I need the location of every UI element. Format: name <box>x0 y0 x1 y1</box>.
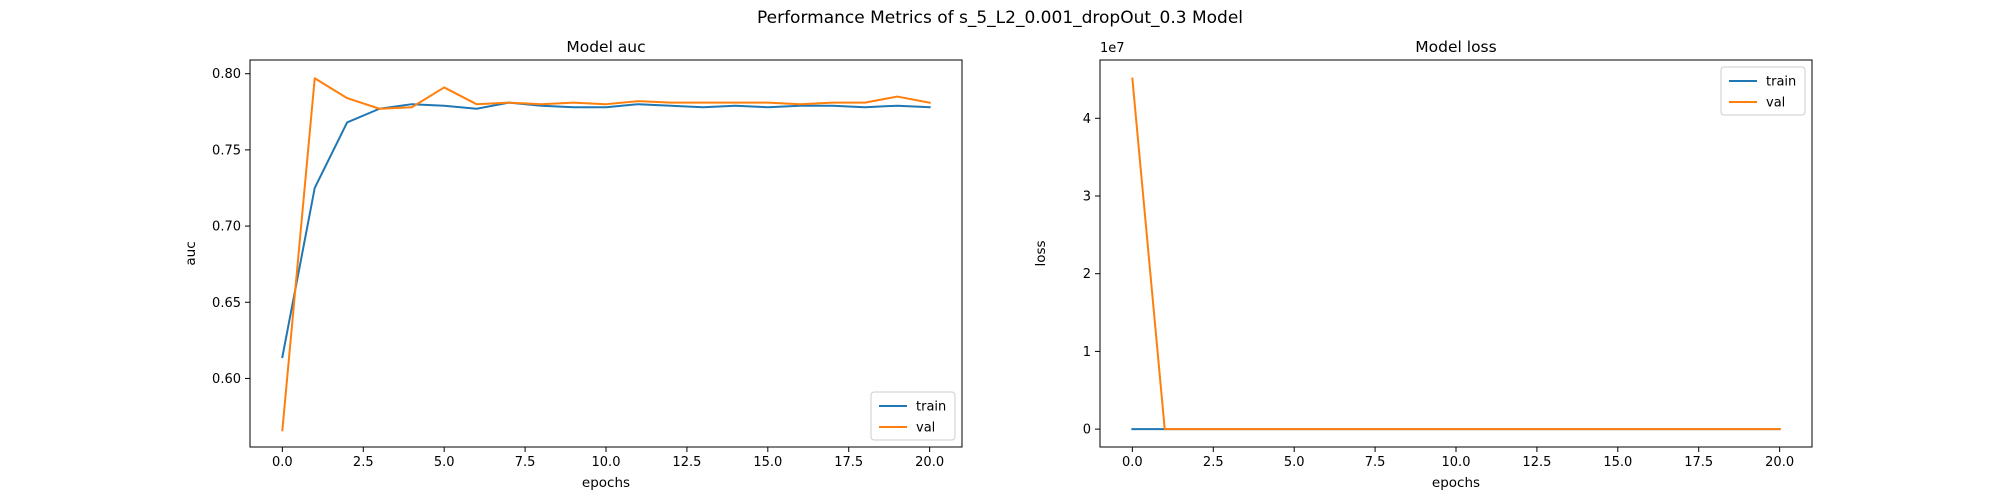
axes-frame <box>1099 59 1813 448</box>
loss-chart: 0.0 2.5 5.0 7.5 10.0 12.5 15.0 17.5 20.0 0 1 2 3 4 Mod… <box>1033 38 1813 491</box>
y-tick-label: 0 <box>1083 423 1091 438</box>
x-tick-label: 0.0 <box>272 455 293 470</box>
y-offset-label: 1e7 <box>1100 41 1125 56</box>
x-tick-label: 5.0 <box>434 455 455 470</box>
x-axis-label: epochs <box>1432 475 1480 491</box>
legend-label-val: val <box>1766 96 1785 111</box>
series-line-val <box>281 77 931 432</box>
figure-suptitle: Performance Metrics of s_5_L2_0.001_drop… <box>756 8 1244 28</box>
y-axis-label: auc <box>183 241 199 265</box>
chart-title: Model auc <box>566 38 645 56</box>
y-tick-label: 0.60 <box>212 372 241 387</box>
series-line-val <box>1131 77 1781 431</box>
x-tick-label: 12.5 <box>672 455 701 470</box>
series-line-train <box>281 101 931 359</box>
auc-chart: 0.0 2.5 5.0 7.5 10.0 12.5 15.0 17.5 20.0 0.60 0.65… <box>183 38 963 491</box>
x-tick-label: 12.5 <box>1522 455 1551 470</box>
x-tick-label: 20.0 <box>915 455 944 470</box>
x-tick-label: 20.0 <box>1765 455 1794 470</box>
y-tick-label: 4 <box>1083 112 1091 127</box>
x-tick-label: 10.0 <box>592 455 621 470</box>
y-tick-label: 2 <box>1083 267 1091 282</box>
x-tick-label: 2.5 <box>353 455 374 470</box>
legend: train val <box>1720 66 1806 116</box>
legend-label-train: train <box>916 400 946 415</box>
y-tick-label: 0.80 <box>212 67 241 82</box>
legend: train val <box>870 391 956 441</box>
y-tick-label: 0.65 <box>212 296 241 311</box>
x-tick-label: 17.5 <box>834 455 863 470</box>
x-tick-label: 7.5 <box>515 455 536 470</box>
y-tick-label: 3 <box>1083 189 1091 204</box>
y-tick-label: 1 <box>1083 345 1091 360</box>
x-tick-label: 7.5 <box>1365 455 1386 470</box>
x-tick-label: 15.0 <box>753 455 782 470</box>
x-tick-label: 15.0 <box>1603 455 1632 470</box>
y-tick-label: 0.75 <box>212 143 241 158</box>
x-tick-label: 0.0 <box>1122 455 1143 470</box>
x-tick-label: 5.0 <box>1284 455 1305 470</box>
legend-label-train: train <box>1766 75 1796 90</box>
x-axis-label: epochs <box>582 475 630 491</box>
x-tick-label: 17.5 <box>1684 455 1713 470</box>
x-tick-label: 10.0 <box>1442 455 1471 470</box>
y-tick-label: 0.70 <box>212 220 241 235</box>
x-tick-label: 2.5 <box>1203 455 1224 470</box>
y-axis-label: loss <box>1033 240 1049 266</box>
chart-title: Model loss <box>1415 38 1496 56</box>
legend-label-val: val <box>916 421 935 436</box>
